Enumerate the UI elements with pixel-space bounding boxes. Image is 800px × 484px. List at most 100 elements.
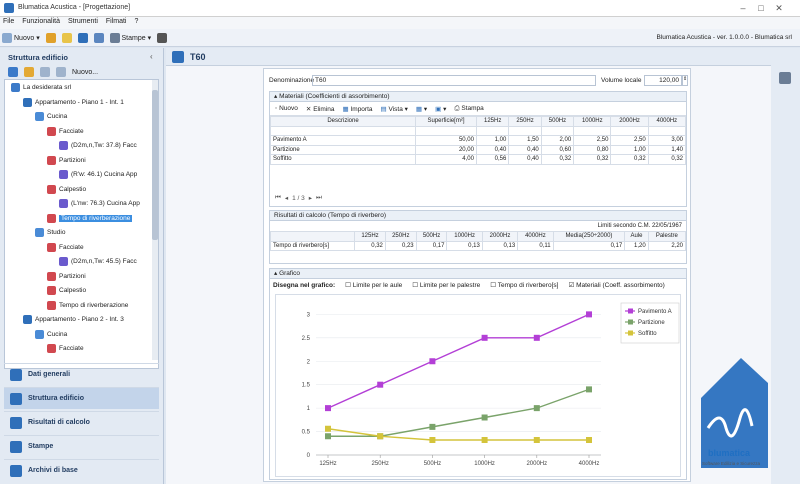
mat-view-button[interactable]: ▤ Vista ▾ — [380, 105, 408, 113]
tree-add-icon[interactable] — [24, 67, 34, 77]
column-header[interactable]: 500Hz — [540, 116, 575, 127]
table-cell[interactable]: 0,40 — [508, 144, 542, 155]
filter-cell[interactable] — [415, 125, 477, 136]
tree-node[interactable]: (L'nw: 76.3) Cucina App — [59, 199, 140, 208]
tree-node[interactable]: (D2m,n,Tw: 45.5) Facc — [59, 257, 137, 266]
table-cell[interactable]: 0,60 — [540, 144, 575, 155]
column-header[interactable]: 2000Hz — [610, 116, 649, 127]
filter-cell[interactable] — [270, 125, 416, 136]
save-as-button[interactable] — [92, 31, 106, 45]
table-cell[interactable]: Pavimento A — [270, 135, 416, 146]
column-header[interactable]: 125Hz — [475, 116, 510, 127]
table-cell[interactable]: 1,00 — [475, 135, 510, 146]
pager-last[interactable]: ⏭ — [316, 194, 322, 201]
table-row[interactable]: Soffitto 4,00 0,56 0,40 0,32 0,32 0,32 0,32 — [270, 154, 687, 165]
table-cell[interactable]: 20,00 — [415, 144, 477, 155]
chart-option-checkbox[interactable]: ☐ Tempo di riverbero[s] — [490, 282, 559, 289]
tree-node[interactable]: Facciate — [47, 242, 84, 252]
tree-node[interactable]: Appartamento - Piano 1 - Int. 1 — [23, 97, 124, 107]
tree-scrollbar[interactable] — [152, 80, 158, 360]
denominazione-input[interactable]: T60 — [312, 75, 596, 86]
nav-dati-generali[interactable]: Dati generali — [4, 363, 159, 385]
volume-spinner[interactable]: ⇕ — [682, 75, 688, 86]
side-tool-icon[interactable] — [779, 72, 791, 84]
table-cell[interactable]: 0,40 — [508, 154, 542, 165]
close-button[interactable]: ✕ — [775, 3, 783, 13]
new-button[interactable]: Nuovo ▾ — [0, 31, 42, 45]
table-cell[interactable]: 2,50 — [610, 135, 649, 146]
tree-scroll-thumb[interactable] — [152, 90, 158, 240]
maximize-button[interactable]: □ — [758, 3, 764, 13]
table-cell[interactable]: 0,32 — [647, 154, 687, 165]
tree-node[interactable]: Calpestio — [47, 184, 86, 194]
column-header[interactable]: 1000Hz — [573, 116, 612, 127]
filter-cell[interactable] — [475, 125, 510, 136]
mat-print-button[interactable]: ⎙ Stampa — [454, 104, 484, 112]
table-row[interactable]: Partizione 20,00 0,40 0,40 0,60 0,80 1,00 1,40 — [270, 144, 687, 155]
tree-collapse-icon[interactable] — [56, 67, 66, 77]
table-cell[interactable]: 50,00 — [415, 135, 477, 146]
column-header[interactable]: Superficie[m²] — [415, 116, 477, 127]
tree-node[interactable]: Partizioni — [47, 155, 86, 165]
tree-node[interactable]: (D2m,n,Tw: 37.8) Facc — [59, 141, 137, 150]
pager-next[interactable]: ▸ — [308, 195, 313, 202]
tree-home-icon[interactable] — [8, 67, 18, 77]
table-cell[interactable]: 0,32 — [573, 154, 612, 165]
tree-node[interactable]: Facciate — [47, 126, 84, 136]
menu-strumenti[interactable]: Strumenti — [67, 18, 98, 25]
table-cell[interactable]: 0,32 — [540, 154, 575, 165]
table-cell[interactable]: 1,00 — [610, 144, 649, 155]
nav-risultati[interactable]: Risultati di calcolo — [4, 411, 159, 433]
tree-node[interactable]: Tempo di riverberazione — [47, 213, 133, 223]
table-row[interactable]: Pavimento A 50,00 1,00 1,50 2,00 2,50 2,50 3,00 — [270, 135, 687, 146]
minimize-button[interactable]: – — [740, 3, 746, 13]
filter-cell[interactable] — [540, 125, 575, 136]
filter-cell[interactable] — [508, 125, 542, 136]
filter-cell[interactable] — [647, 125, 687, 136]
nav-archivi[interactable]: Archivi di base — [4, 459, 159, 481]
nav-struttura-edificio[interactable]: Struttura edificio — [4, 387, 159, 409]
tree-node[interactable]: Appartamento - Piano 2 - Int. 3 — [23, 315, 124, 324]
mat-new-button[interactable]: ▫ Nuovo — [275, 105, 298, 112]
print-button[interactable]: Stampe ▾ — [108, 31, 154, 45]
filter-cell[interactable] — [573, 125, 612, 136]
chart-option-checkbox[interactable]: ☑ Materiali (Coeff. assorbimento) — [568, 282, 665, 289]
table-cell[interactable]: Soffitto — [270, 154, 416, 165]
table-cell[interactable]: 0,56 — [475, 154, 510, 165]
table-cell[interactable]: 2,00 — [540, 135, 575, 146]
save-button[interactable] — [76, 31, 90, 45]
tools-button[interactable] — [155, 31, 169, 45]
table-cell[interactable]: 4,00 — [415, 154, 477, 165]
search-button[interactable] — [44, 31, 58, 45]
mat-import-button[interactable]: ▦ Importa — [342, 105, 373, 113]
open-button[interactable] — [60, 31, 74, 45]
tree-node[interactable]: Cucina — [35, 112, 67, 121]
table-cell[interactable]: 0,32 — [610, 154, 649, 165]
chart-option-checkbox[interactable]: ☐ Limite per le aule — [345, 282, 403, 289]
tree-node[interactable]: Facciate — [47, 344, 84, 353]
column-header[interactable]: 250Hz — [508, 116, 542, 127]
tree-node[interactable]: Tempo di riverberazione — [47, 300, 128, 310]
tree-node[interactable]: Calpestio — [47, 286, 86, 295]
menu-filmati[interactable]: Filmati — [105, 18, 127, 25]
filter-cell[interactable] — [610, 125, 649, 136]
table-cell[interactable]: 0,80 — [573, 144, 612, 155]
table-cell[interactable]: 0,40 — [475, 144, 510, 155]
mat-grid-button[interactable]: ▦ ▾ — [415, 105, 428, 113]
mat-layout-button[interactable]: ▣ ▾ — [435, 105, 447, 113]
table-cell[interactable]: 1,40 — [647, 144, 687, 155]
menu-funzionalita[interactable]: Funzionalità — [22, 18, 60, 25]
tree-node[interactable]: Partizioni — [47, 271, 86, 281]
tree-node[interactable]: La desiderata srl — [11, 83, 71, 92]
collapse-panel-button[interactable]: ‹ — [150, 52, 153, 61]
table-cell[interactable]: 1,50 — [508, 135, 542, 146]
filter-row[interactable] — [270, 125, 687, 136]
volume-input[interactable]: 120,00 — [644, 75, 682, 86]
menu-file[interactable]: File — [3, 18, 15, 25]
tree-node[interactable]: Studio — [35, 228, 65, 237]
column-header[interactable]: Descrizione — [270, 116, 416, 127]
table-cell[interactable]: 3,00 — [647, 135, 687, 146]
tree-node[interactable]: (R'w: 46.1) Cucina App — [59, 170, 137, 179]
grafico-header[interactable]: ▴ Grafico — [270, 269, 686, 279]
tree-node[interactable]: Cucina — [35, 329, 67, 339]
